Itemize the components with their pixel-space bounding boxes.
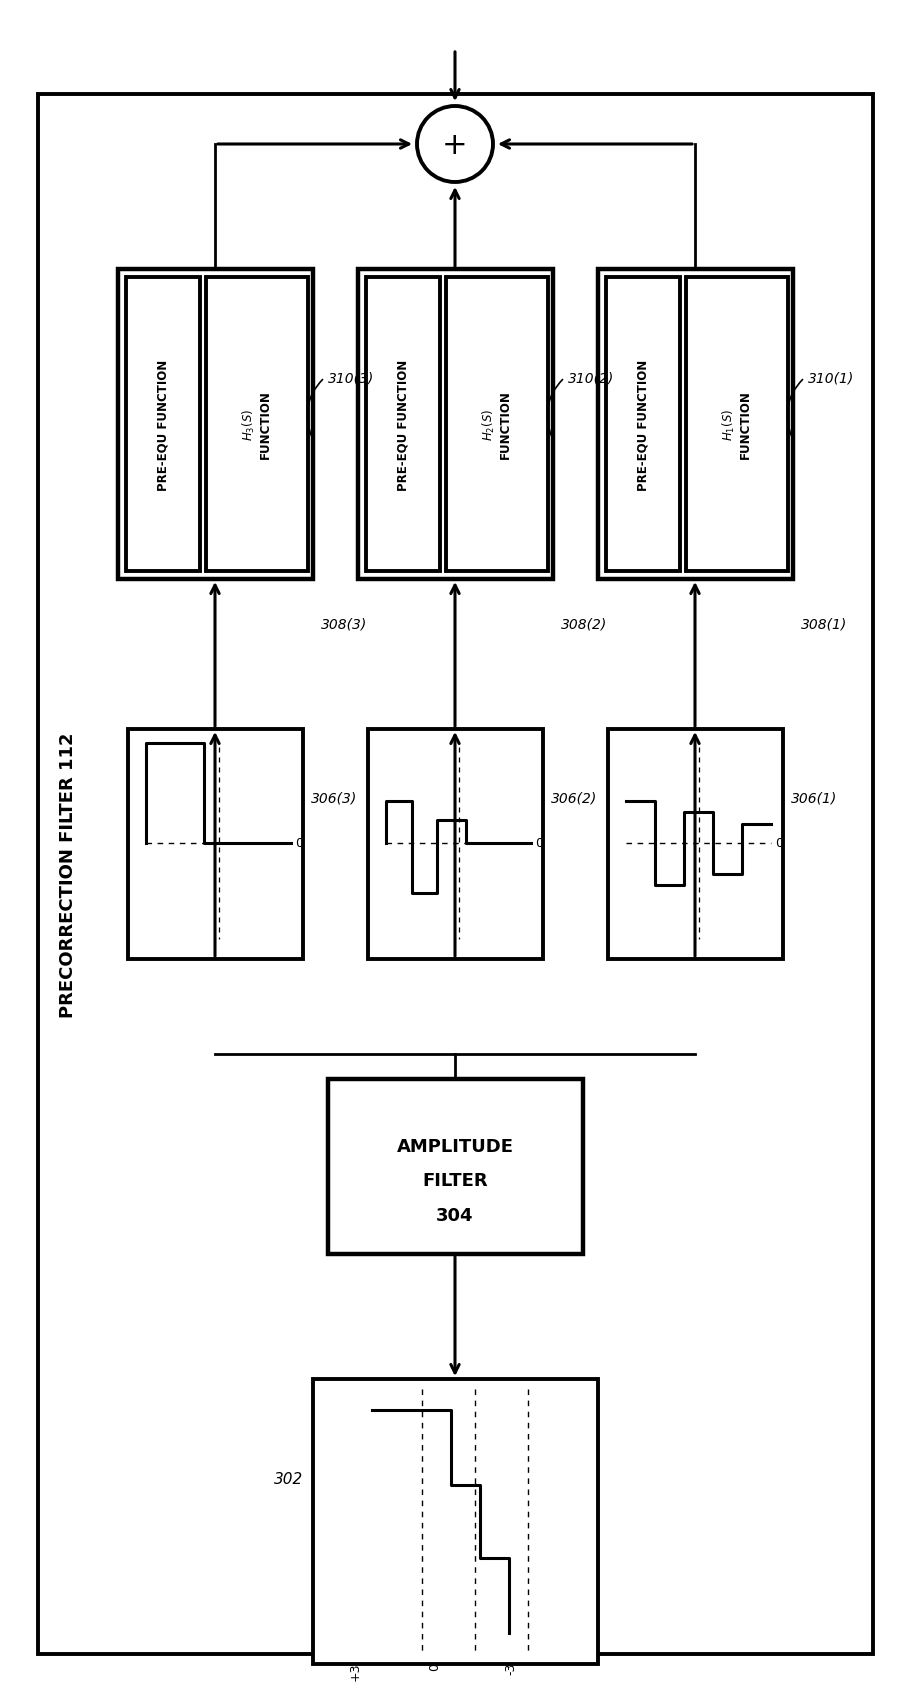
Text: 304: 304 bbox=[436, 1207, 474, 1226]
Bar bbox=[446, 278, 548, 572]
Text: $H_2(S)$
FUNCTION: $H_2(S)$ FUNCTION bbox=[481, 391, 512, 459]
Bar bbox=[128, 729, 303, 959]
Text: $H_3(S)$
FUNCTION: $H_3(S)$ FUNCTION bbox=[241, 391, 272, 459]
Bar bbox=[126, 278, 200, 572]
Text: 306(3): 306(3) bbox=[311, 792, 358, 806]
Text: 310(3): 310(3) bbox=[328, 372, 374, 386]
Bar bbox=[313, 1379, 598, 1664]
Text: +: + bbox=[442, 130, 468, 159]
Bar bbox=[328, 1079, 583, 1255]
Text: AMPLITUDE: AMPLITUDE bbox=[397, 1137, 513, 1156]
Text: 302: 302 bbox=[274, 1471, 303, 1487]
Text: PRE-EQU FUNCTION: PRE-EQU FUNCTION bbox=[397, 358, 410, 490]
Text: 308(3): 308(3) bbox=[320, 618, 367, 632]
Bar bbox=[598, 270, 793, 580]
Bar bbox=[368, 729, 543, 959]
Bar bbox=[608, 729, 783, 959]
Text: 0: 0 bbox=[295, 836, 303, 850]
Text: $H_1(S)$
FUNCTION: $H_1(S)$ FUNCTION bbox=[722, 391, 753, 459]
Text: 306(2): 306(2) bbox=[551, 792, 597, 806]
Text: +3: +3 bbox=[349, 1663, 361, 1680]
Text: 310(1): 310(1) bbox=[807, 372, 854, 386]
Bar bbox=[366, 278, 440, 572]
Text: 310(2): 310(2) bbox=[568, 372, 613, 386]
Bar bbox=[686, 278, 787, 572]
Text: -3: -3 bbox=[504, 1663, 518, 1675]
Text: PRE-EQU FUNCTION: PRE-EQU FUNCTION bbox=[157, 358, 169, 490]
Text: 0: 0 bbox=[428, 1663, 440, 1669]
Bar bbox=[206, 278, 308, 572]
Text: 0: 0 bbox=[775, 836, 783, 850]
Text: PRE-EQU FUNCTION: PRE-EQU FUNCTION bbox=[637, 358, 650, 490]
Bar bbox=[358, 270, 553, 580]
Text: 308(2): 308(2) bbox=[561, 618, 607, 632]
Text: 0: 0 bbox=[535, 836, 543, 850]
Text: 306(1): 306(1) bbox=[791, 792, 837, 806]
Text: 308(1): 308(1) bbox=[801, 618, 846, 632]
Text: FILTER: FILTER bbox=[422, 1171, 488, 1190]
Text: PRECORRECTION FILTER 112: PRECORRECTION FILTER 112 bbox=[59, 732, 77, 1017]
Bar bbox=[606, 278, 680, 572]
Bar bbox=[118, 270, 313, 580]
